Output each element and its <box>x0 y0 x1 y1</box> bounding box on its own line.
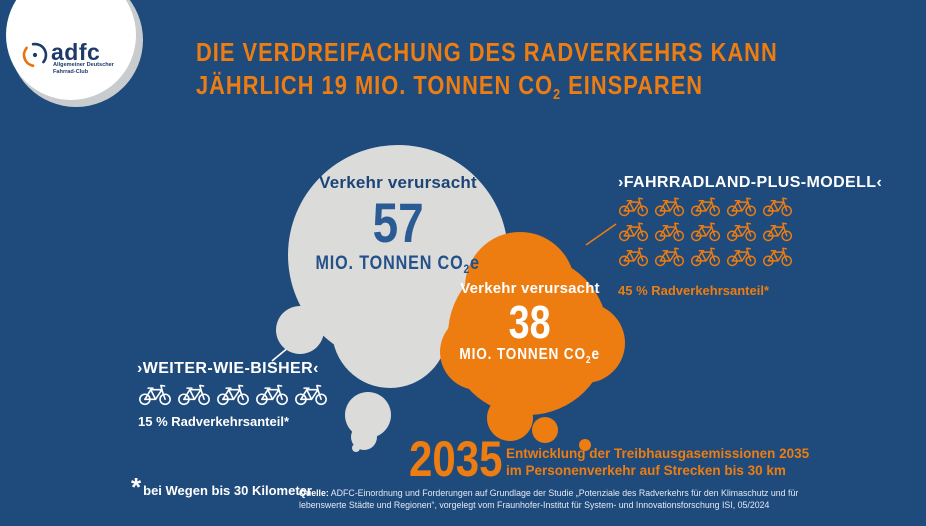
bicycle-icon <box>690 222 721 242</box>
bicycle-icon <box>726 247 757 267</box>
source-note: Quelle: ADFC-Einordnung und Forderungen … <box>299 488 798 511</box>
footnote: * bei Wegen bis 30 Kilometer <box>131 474 312 500</box>
co2-subscript: 2 <box>553 86 562 103</box>
bicycle-icon <box>654 197 685 217</box>
bicycle-icon <box>654 247 685 267</box>
adfc-logo-subline-1: Allgemeiner Deutscher <box>53 62 114 68</box>
plus-model-pointer-line <box>585 223 617 246</box>
title-line-1: DIE VERDREIFACHUNG DES RADVERKEHRS KANN <box>196 37 778 67</box>
bicycle-icon <box>618 197 649 217</box>
baseline-cloud-text: Verkehr verursacht 57 MIO. TONNEN CO2e <box>288 173 508 276</box>
bicycle-icon <box>618 222 649 242</box>
bicycle-icon <box>762 247 793 267</box>
footnote-text: bei Wegen bis 30 Kilometer <box>143 483 312 498</box>
bicycle-icon <box>762 197 793 217</box>
bicycle-icon <box>726 222 757 242</box>
bicycle-icon <box>217 384 249 406</box>
bicycle-icon <box>726 197 757 217</box>
source-line-2: lebenswerte Städte und Regionen“, vorgel… <box>299 499 770 510</box>
plus-model-co2-value: 38 <box>509 296 551 348</box>
bicycle-icon <box>295 384 327 406</box>
bicycle-icon <box>654 222 685 242</box>
plus-model-co2-unit: MIO. TONNEN CO2e <box>459 346 601 367</box>
asterisk-icon: * <box>131 472 142 502</box>
adfc-logo-text: adfc <box>51 39 101 65</box>
adfc-logo-subline: Allgemeiner Deutscher Fahrrad-Club <box>53 62 114 75</box>
plus-model-bike-grid <box>618 196 793 271</box>
baseline-bike-grid <box>138 383 328 410</box>
title-line-2: JÄHRLICH 19 MIO. TONNEN CO2 EINSPAREN <box>196 70 704 103</box>
year-2035: 2035 <box>409 431 503 487</box>
bicycle-icon <box>618 247 649 267</box>
bicycle-icon <box>139 384 171 406</box>
baseline-label: ›WEITER-WIE-BISHER‹ <box>137 360 319 377</box>
bicycle-icon <box>690 247 721 267</box>
year-description-line-2: im Personenverkehr auf Strecken bis 30 k… <box>506 463 786 478</box>
year-description: Entwicklung der Treibhausgasemissionen 2… <box>506 445 809 479</box>
baseline-co2-unit: MIO. TONNEN CO2e <box>315 252 481 276</box>
adfc-wheel-icon <box>22 42 48 68</box>
bicycle-icon <box>690 197 721 217</box>
plus-model-cloud-caption: Verkehr verursacht <box>460 280 600 297</box>
bicycle-icon <box>256 384 288 406</box>
bicycle-icon <box>178 384 210 406</box>
baseline-share: 15 % Radverkehrsanteil* <box>138 414 290 429</box>
plus-model-cloud-text: Verkehr verursacht 38 MIO. TONNEN CO2e <box>446 280 614 366</box>
adfc-logo-subline-2: Fahrrad-Club <box>53 68 89 75</box>
logo-badge <box>6 0 136 100</box>
source-label: Quelle: <box>299 488 329 498</box>
source-line-1: Quelle: ADFC-Einordnung und Forderungen … <box>299 488 799 498</box>
baseline-cloud-caption: Verkehr verursacht <box>319 173 477 192</box>
plus-model-label: ›FAHRRADLAND-PLUS-MODELL‹ <box>618 174 883 191</box>
baseline-co2-value: 57 <box>372 191 424 254</box>
bicycle-icon <box>762 222 793 242</box>
page-title: DIE VERDREIFACHUNG DES RADVERKEHRS KANN … <box>196 36 778 111</box>
plus-model-share: 45 % Radverkehrsanteil* <box>618 283 770 298</box>
year-description-line-1: Entwicklung der Treibhausgasemissionen 2… <box>506 446 810 461</box>
